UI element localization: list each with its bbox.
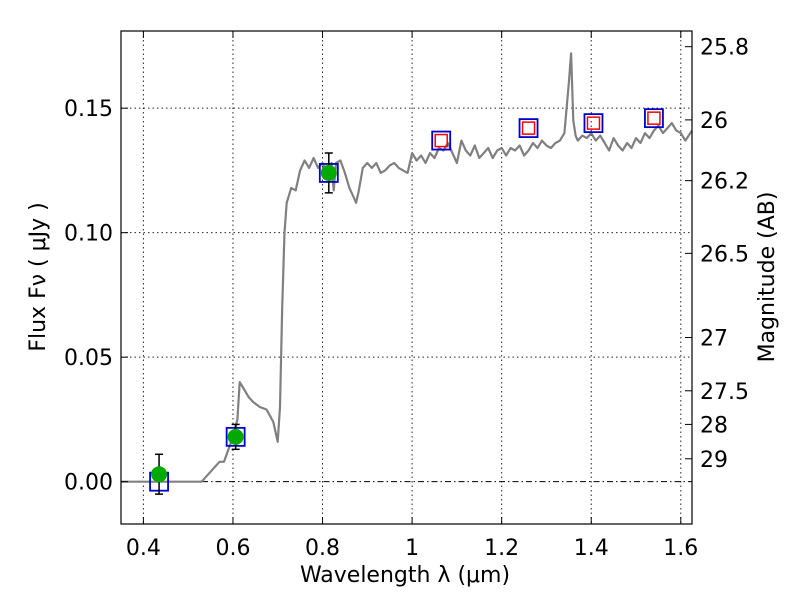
predicted-flux-square (521, 121, 536, 135)
magnitude-tick-label: 26.5 (700, 242, 749, 267)
tick-layer: 0.4 0.6 0.8 1 1.2 1.4 1.6 0.00 0.05 0.10 0.15 25.8 2… (64, 31, 749, 561)
x-tick-label: 1.4 (574, 536, 609, 561)
magnitude-axis-label: Magnitude (AB) (755, 192, 780, 363)
x-tick-label: 1.6 (663, 536, 698, 561)
model-bandpass-square (644, 108, 664, 129)
predicted-flux-square (586, 116, 601, 130)
predicted-flux-square (647, 111, 661, 125)
y-tick-label: 0.00 (64, 471, 113, 496)
magnitude-tick-label: 28 (700, 413, 728, 438)
x-tick-label: 0.4 (126, 536, 161, 561)
photometry-point (151, 466, 168, 483)
model-bandpass-square (583, 113, 604, 134)
magnitude-tick-label: 27 (700, 327, 728, 352)
x-tick-label: 0.6 (215, 536, 250, 561)
x-tick-label: 0.8 (305, 536, 340, 561)
x-tick-label: 1.2 (484, 536, 519, 561)
model-bandpass-square (518, 118, 539, 139)
model-bandpass-square (431, 130, 452, 151)
y-tick-label: 0.10 (64, 222, 113, 247)
magnitude-tick-label: 29 (700, 448, 728, 473)
series-layer (121, 52, 693, 495)
x-tick-label: 1 (405, 536, 419, 561)
y-tick-label: 0.15 (64, 97, 113, 122)
y-axis-label: Flux Fν ( μJy ) (26, 202, 51, 351)
magnitude-tick-label: 27.5 (700, 380, 749, 405)
magnitude-tick-label: 26 (700, 109, 728, 134)
photometry-point (320, 164, 337, 181)
photometry-point (227, 428, 244, 445)
plot-frame (120, 30, 693, 525)
predicted-flux-square (434, 133, 448, 148)
y-tick-label: 0.05 (64, 346, 113, 371)
x-axis-label: Wavelength λ (μm) (300, 563, 510, 588)
magnitude-tick-label: 26.2 (700, 170, 749, 195)
magnitude-tick-label: 25.8 (700, 36, 749, 61)
